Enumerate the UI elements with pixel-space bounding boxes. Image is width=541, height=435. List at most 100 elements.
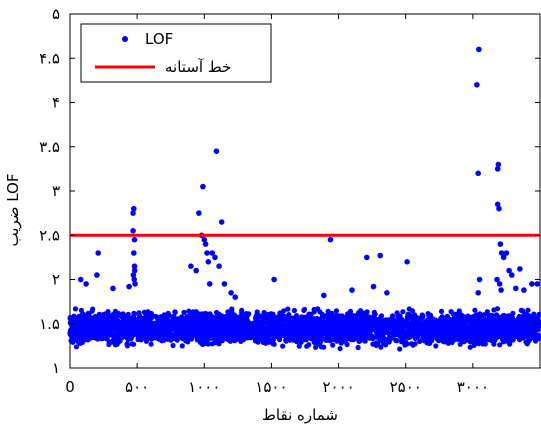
scatter-point bbox=[334, 338, 340, 344]
scatter-point bbox=[95, 250, 101, 256]
scatter-point bbox=[230, 320, 236, 326]
scatter-point bbox=[367, 320, 373, 326]
scatter-point bbox=[342, 334, 348, 340]
scatter-point bbox=[111, 317, 117, 323]
scatter-point bbox=[513, 285, 519, 292]
scatter-point bbox=[111, 326, 117, 332]
scatter-point bbox=[212, 254, 218, 261]
scatter-point bbox=[426, 313, 432, 320]
scatter-point bbox=[179, 314, 185, 320]
scatter-point bbox=[227, 313, 233, 319]
scatter-point bbox=[130, 210, 136, 216]
scatter-point bbox=[406, 313, 412, 319]
scatter-point bbox=[466, 319, 472, 325]
scatter-point bbox=[216, 311, 222, 317]
scatter-point bbox=[503, 338, 509, 344]
scatter-point bbox=[73, 321, 79, 327]
x-tick-label: ۱۰۰۰ bbox=[188, 378, 220, 396]
scatter-point bbox=[475, 290, 482, 296]
scatter-point bbox=[452, 322, 458, 328]
scatter-point bbox=[258, 332, 264, 338]
scatter-point bbox=[474, 82, 480, 88]
scatter-point bbox=[200, 183, 206, 190]
scatter-point bbox=[327, 236, 334, 243]
scatter-point bbox=[342, 326, 348, 332]
scatter-point bbox=[399, 322, 405, 328]
scatter-point bbox=[86, 325, 93, 331]
scatter-point bbox=[497, 241, 504, 247]
scatter-point bbox=[479, 338, 485, 345]
scatter-point bbox=[114, 341, 120, 347]
scatter-point bbox=[181, 310, 187, 316]
scatter-point bbox=[506, 267, 512, 274]
x-tick-label: ۵۰۰ bbox=[125, 378, 149, 396]
scatter-point bbox=[399, 336, 405, 342]
scatter-point bbox=[394, 338, 400, 344]
scatter-point bbox=[388, 332, 394, 339]
scatter-point bbox=[128, 327, 134, 333]
scatter-point bbox=[213, 339, 219, 346]
scatter-point bbox=[72, 306, 79, 312]
scatter-point bbox=[308, 324, 314, 330]
scatter-point bbox=[82, 314, 89, 320]
scatter-point bbox=[148, 341, 154, 347]
scatter-point bbox=[313, 344, 319, 350]
scatter-point bbox=[270, 327, 276, 333]
scatter-point bbox=[507, 327, 513, 333]
scatter-point bbox=[521, 312, 527, 318]
scatter-point bbox=[172, 315, 178, 321]
scatter-point bbox=[206, 311, 212, 317]
scatter-point bbox=[247, 326, 253, 332]
scatter-point bbox=[189, 312, 195, 318]
scatter-point bbox=[148, 328, 154, 334]
scatter-point bbox=[349, 287, 355, 293]
scatter-point bbox=[421, 322, 427, 328]
scatter-point bbox=[337, 322, 344, 328]
scatter-point bbox=[83, 281, 89, 287]
y-tick-label: ۲ bbox=[52, 271, 60, 289]
scatter-point bbox=[496, 205, 502, 212]
scatter-point bbox=[341, 318, 347, 324]
scatter-point bbox=[382, 336, 388, 342]
scatter-point bbox=[193, 315, 199, 321]
scatter-point bbox=[201, 236, 208, 243]
scatter-point bbox=[371, 309, 377, 315]
scatter-point bbox=[223, 328, 230, 334]
scatter-point bbox=[131, 276, 137, 283]
scatter-point bbox=[364, 254, 370, 261]
legend-marker-lof bbox=[122, 36, 128, 42]
scatter-point bbox=[498, 287, 504, 293]
y-tick-label: ۱.۵ bbox=[39, 315, 60, 333]
scatter-point bbox=[364, 309, 370, 315]
scatter-point bbox=[510, 337, 516, 343]
scatter-point bbox=[533, 333, 539, 339]
scatter-point bbox=[328, 316, 334, 322]
scatter-point bbox=[448, 309, 454, 315]
scatter-point bbox=[163, 317, 169, 323]
scatter-point bbox=[120, 318, 127, 324]
scatter-point bbox=[130, 331, 136, 338]
scatter-point bbox=[260, 314, 266, 321]
scatter-point bbox=[377, 252, 384, 259]
scatter-point bbox=[494, 276, 500, 283]
scatter-point bbox=[356, 329, 362, 335]
scatter-point bbox=[104, 336, 110, 342]
scatter-point bbox=[281, 333, 288, 339]
scatter-point bbox=[523, 339, 529, 345]
scatter-point bbox=[182, 332, 188, 338]
scatter-point bbox=[410, 342, 416, 348]
scatter-point bbox=[78, 325, 84, 331]
scatter-point bbox=[196, 210, 202, 216]
scatter-point bbox=[301, 306, 308, 313]
scatter-point bbox=[285, 306, 291, 312]
scatter-point bbox=[178, 321, 184, 327]
scatter-point bbox=[467, 339, 473, 345]
scatter-point bbox=[96, 311, 102, 317]
scatter-point bbox=[397, 346, 403, 352]
scatter-point bbox=[344, 341, 350, 348]
scatter-point bbox=[500, 329, 506, 335]
scatter-point bbox=[308, 330, 314, 336]
scatter-point bbox=[439, 314, 445, 320]
scatter-point bbox=[370, 335, 376, 342]
scatter-point bbox=[500, 313, 506, 319]
